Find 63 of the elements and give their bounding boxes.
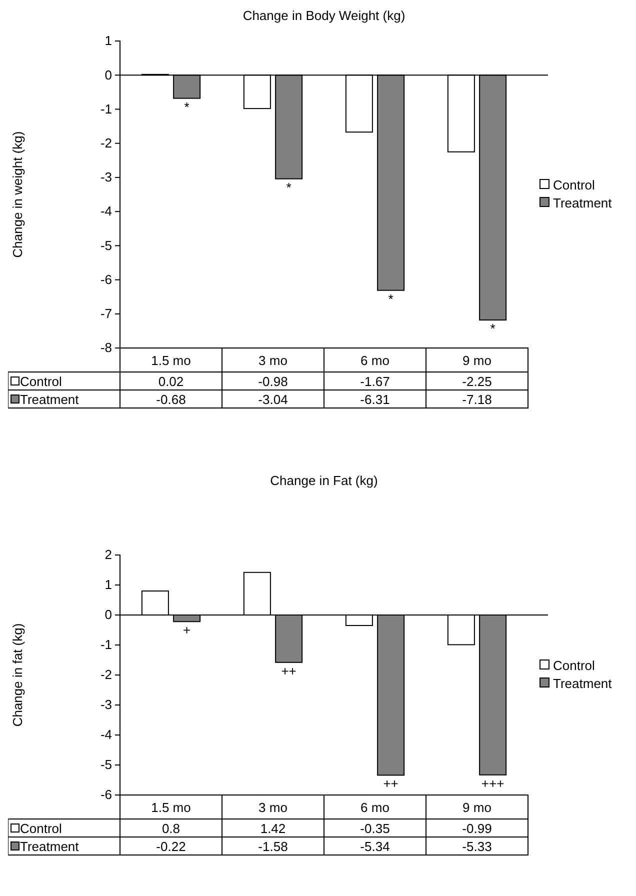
data-label: -0.35 — [360, 821, 390, 836]
data-label: -1.58 — [258, 839, 288, 854]
y-tick-label: -8 — [100, 340, 112, 356]
x-tick-label: 3 mo — [258, 800, 288, 815]
annotation: * — [388, 291, 394, 306]
legend-label: Control — [553, 658, 596, 673]
legend-label: Treatment — [553, 196, 612, 210]
data-label: -0.99 — [462, 821, 492, 836]
data-label: 0.8 — [162, 821, 180, 836]
y-tick-label: -1 — [100, 637, 112, 652]
data-label: -0.98 — [258, 374, 288, 389]
y-axis-title: Change in weight (kg) — [10, 131, 25, 258]
x-tick-label: 6 mo — [360, 800, 390, 815]
data-label: -5.34 — [360, 839, 390, 854]
annotation: ++ — [281, 663, 296, 678]
data-label: 0.02 — [158, 374, 184, 389]
y-tick-label: -3 — [100, 697, 112, 712]
annotation: + — [183, 622, 191, 638]
x-tick-label: 9 mo — [462, 353, 492, 368]
data-label: -7.18 — [462, 392, 492, 407]
text: Treatment — [20, 839, 79, 854]
y-tick-label: 1 — [104, 577, 112, 592]
y-tick-label: -4 — [100, 727, 112, 742]
x-tick-label: 9 mo — [462, 800, 492, 815]
y-axis-title: Change in fat (kg) — [10, 623, 25, 727]
annotation: * — [490, 321, 496, 336]
chart-title: Change in Body Weight (kg) — [242, 8, 406, 23]
y-tick-label: -7 — [100, 306, 112, 322]
y-tick-label: 2 — [104, 547, 112, 562]
text: Control — [20, 374, 62, 389]
annotation: ++ — [383, 776, 398, 792]
legend-label: Treatment — [553, 676, 612, 691]
text: Control — [20, 821, 62, 836]
data-label: 1.42 — [260, 821, 286, 836]
data-label: -3.04 — [258, 392, 288, 407]
y-tick-label: -6 — [100, 787, 112, 802]
y-tick-label: -5 — [100, 238, 112, 253]
y-tick-label: -2 — [100, 667, 112, 682]
y-tick-label: -6 — [100, 272, 112, 287]
data-label: -0.22 — [156, 839, 186, 854]
y-tick-label: -1 — [100, 101, 112, 116]
y-tick-label: 0 — [104, 607, 112, 622]
y-tick-label: -4 — [100, 204, 112, 219]
annotation: * — [286, 180, 292, 195]
data-label: -5.33 — [462, 839, 492, 854]
text: Treatment — [20, 392, 79, 407]
x-tick-label: 1.5 mo — [151, 800, 191, 815]
legend-label: Control — [553, 178, 596, 192]
annotation: +++ — [481, 776, 504, 791]
data-label: -1.67 — [360, 374, 390, 389]
y-tick-label: -5 — [100, 757, 112, 772]
x-tick-label: 1.5 mo — [151, 353, 191, 368]
y-tick-label: 1 — [104, 33, 112, 48]
chart-title: Change in Fat (kg) — [270, 473, 378, 488]
annotation: * — [184, 99, 190, 114]
x-tick-label: 3 mo — [258, 353, 288, 368]
data-label: -6.31 — [360, 392, 390, 407]
x-tick-label: 6 mo — [360, 353, 390, 368]
data-label: -0.68 — [156, 392, 186, 407]
y-tick-label: 0 — [104, 67, 112, 82]
data-label: -2.25 — [462, 374, 492, 389]
y-tick-label: -2 — [100, 135, 112, 150]
y-tick-label: -3 — [100, 170, 112, 185]
